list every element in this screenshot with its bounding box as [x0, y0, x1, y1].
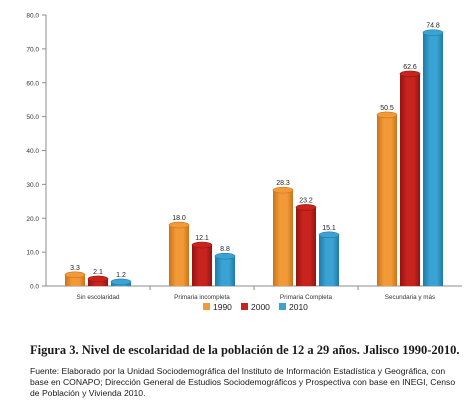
bar: [169, 225, 189, 286]
bar-top: [110, 278, 132, 286]
data-label: 18.0: [172, 215, 186, 222]
figure-caption: Figura 3. Nivel de escolaridad de la pob…: [30, 343, 460, 357]
bar: [296, 207, 316, 286]
legend-label: 2000: [251, 302, 270, 312]
data-label: 28.3: [276, 180, 290, 187]
legend-swatch: [203, 303, 210, 310]
data-label: 8.8: [220, 246, 230, 253]
bar-top: [399, 70, 421, 78]
bar: [273, 190, 293, 286]
legend-label: 1990: [213, 302, 232, 312]
legend-item: 2000: [241, 302, 270, 312]
legend-item: 1990: [203, 302, 232, 312]
bar-top: [376, 111, 398, 119]
bar-top: [422, 29, 444, 36]
bar-top: [87, 275, 109, 283]
data-label: 12.1: [195, 235, 209, 242]
bar-top: [191, 241, 213, 249]
y-tick-label: 10.0: [26, 250, 39, 257]
data-label: 3.3: [70, 265, 80, 272]
data-label: 15.1: [322, 225, 336, 232]
data-label: 2.1: [93, 269, 103, 276]
x-tick-label: Sin escolaridad: [76, 294, 120, 301]
bar: [192, 245, 212, 286]
bar: [215, 256, 235, 286]
y-tick-label: 20.0: [26, 216, 39, 223]
bar-top: [168, 221, 190, 229]
source-note: Fuente: Elaborado por la Unidad Sociodem…: [30, 366, 456, 398]
bar: [65, 274, 85, 286]
x-tick-label: Primaria Completa: [280, 294, 333, 301]
bar: [423, 32, 443, 286]
legend-item: 2010: [279, 302, 308, 312]
bar-top: [272, 186, 294, 194]
data-label: 74.8: [426, 23, 440, 30]
data-label: 50.5: [380, 105, 394, 112]
x-tick-label: Secundaria y más: [385, 294, 435, 301]
y-tick-label: 30.0: [26, 182, 39, 189]
y-tick-label: 60.0: [26, 80, 39, 87]
bar-top: [295, 204, 317, 211]
y-tick-label: 40.0: [26, 148, 39, 155]
bar-top: [64, 271, 86, 279]
bar-top: [214, 252, 236, 260]
y-tick-label: 50.0: [26, 114, 39, 121]
y-tick-label: 80.0: [26, 13, 39, 20]
legend-swatch: [279, 303, 286, 310]
x-tick-label: Primaria incompleta: [174, 294, 230, 301]
bar-top: [318, 231, 340, 239]
data-label: 62.6: [403, 64, 417, 71]
legend-label: 2010: [289, 302, 308, 312]
bar: [88, 278, 108, 286]
data-label: 23.2: [299, 197, 313, 204]
y-tick-label: 70.0: [26, 46, 39, 53]
bar: [319, 234, 339, 286]
bar: [377, 114, 397, 287]
data-label: 1.2: [116, 272, 126, 279]
chart: 0.0 10.0 20.0 30.0 40.0 50.0 60.0 70.0 80.0 Sin e…: [26, 13, 462, 312]
y-tick-label: 0.0: [30, 284, 39, 291]
legend-swatch: [241, 303, 248, 310]
bar: [400, 73, 420, 286]
